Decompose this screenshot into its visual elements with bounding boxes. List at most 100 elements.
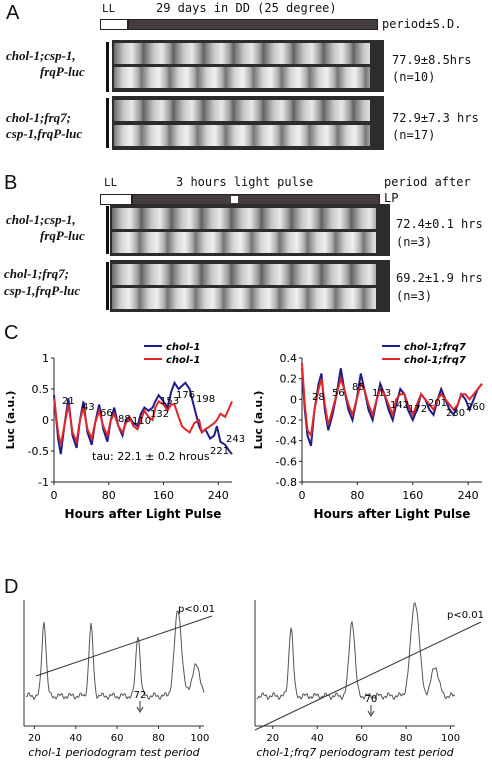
x-tick-label: 240	[208, 489, 229, 502]
genotype-a1-line2: frqP-luc	[40, 64, 85, 79]
period-a2: 72.9±7.3 hrs	[392, 111, 479, 125]
significance-line	[35, 615, 213, 677]
peak-label: 153	[160, 396, 179, 407]
significance-label: p<0.01	[447, 610, 484, 621]
dd-label: 29 days in DD (25 degree)	[156, 1, 337, 15]
peak-label: 243	[226, 434, 245, 445]
race-tube-b1	[110, 204, 390, 256]
peak-label: 29.3	[245, 580, 256, 583]
n-a2: (n=17)	[392, 128, 436, 142]
genotype-b2-line2: csp-1,frqP-luc	[4, 283, 81, 298]
period-b2: 69.2±1.9 hrs	[396, 271, 483, 285]
x-tick-label: 60	[355, 733, 368, 744]
genotype-a2-line1: chol-1;frq7;	[6, 110, 71, 125]
panel-c-letter: C	[4, 322, 19, 344]
legend-label-1: chol-1;frq7	[404, 355, 466, 366]
x-tick-label: 40	[69, 733, 82, 744]
panel-d-letter: D	[4, 576, 19, 598]
series-line-1	[301, 363, 483, 439]
x-tick-label: 20	[28, 733, 41, 744]
divider-b2	[106, 262, 109, 310]
pulse-label: 3 hours light pulse	[176, 175, 314, 189]
peak-label: 132	[150, 409, 169, 420]
race-tube-a1	[112, 40, 384, 92]
arrow-label: 70	[365, 694, 378, 705]
legend-label-0: chol-1	[166, 342, 200, 353]
n-b1: (n=3)	[396, 235, 433, 249]
race-tube-a2	[112, 96, 384, 150]
arrow-head	[136, 706, 144, 713]
y-axis-label: Luc (a.u.)	[252, 391, 265, 450]
x-tick-label: 0	[51, 489, 58, 502]
x-tick-label: 20	[266, 733, 279, 744]
x-tick-label: 240	[458, 489, 479, 502]
y-tick-label: -0.4	[276, 435, 297, 448]
genotype-a1-line1: chol-1;csp-1,	[6, 48, 76, 63]
peak-label: 113	[372, 388, 391, 399]
chart-c-right: 0.40.20-0.2-0.4-0.6-0.80 80 160 240chol-1;f…	[252, 342, 485, 521]
peak-label: 172	[408, 404, 427, 415]
periodogram-trace	[256, 602, 456, 701]
series-line-1	[53, 398, 233, 446]
divider-a1	[106, 42, 109, 92]
peak-label: 56	[332, 388, 345, 399]
significance-line	[254, 621, 482, 731]
dd-bar	[128, 19, 378, 30]
genotype-a2-line2: csp-1,frqP-luc	[6, 126, 83, 141]
peak-label: 43.7	[0, 580, 11, 583]
x-tick-label: 60	[111, 733, 124, 744]
peak-label: 88	[118, 414, 131, 425]
y-tick-label: 0.4	[280, 352, 298, 365]
peak-label: 198	[196, 394, 215, 405]
y-tick-label: -0.6	[276, 455, 297, 468]
x-tick-label: 160	[402, 489, 423, 502]
peak-label: 58.4	[245, 580, 256, 583]
peak-label: 142	[390, 400, 409, 411]
x-tick-label: 80	[350, 489, 364, 502]
peak-label: 21	[62, 396, 75, 407]
peak-label: 221	[210, 446, 229, 457]
chart-c-left: 10.50-0.5-10 80 160 240chol-1chol-121436688…	[4, 342, 245, 521]
peak-label: 260	[466, 402, 485, 413]
ll-bar	[100, 19, 128, 30]
y-tick-label: 0.5	[32, 383, 50, 396]
peak-label: 86.5	[245, 580, 256, 583]
x-tick-label: 100	[190, 733, 209, 744]
x-axis-label: Hours after Light Pulse	[65, 507, 222, 521]
y-tick-label: 0	[290, 393, 297, 406]
peak-label: 66	[100, 408, 113, 419]
y-tick-label: 0.2	[280, 373, 298, 386]
periodogram-trace	[26, 610, 205, 701]
peak-label: 110	[132, 416, 151, 427]
chart-d-left: 20 40 60 80 100 22.543.766.486.5 p<0.01 72 chol-…	[0, 580, 215, 759]
divider-b1	[106, 206, 109, 254]
chart-d-right: 20 40 60 80 100 29.358.486.5 p<0.01 70 chol-1;fr…	[245, 580, 484, 759]
light-pulse-marker	[231, 196, 238, 203]
n-a1: (n=10)	[392, 70, 436, 84]
peak-label: 22.5	[0, 580, 11, 583]
x-tick-label: 80	[152, 733, 165, 744]
genotype-b2-line1: chol-1;frq7;	[4, 266, 69, 281]
period-a1: 77.9±8.5hrs	[392, 53, 472, 67]
n-b2: (n=3)	[396, 289, 433, 303]
peak-label: 230	[446, 408, 465, 419]
x-tick-label: 80	[102, 489, 116, 502]
x-tick-label: 80	[400, 733, 413, 744]
x-tick-label: 40	[311, 733, 324, 744]
peak-label: 43	[82, 402, 95, 413]
tau-label: tau: 22.1 ± 0.2 hrous	[92, 450, 210, 463]
peak-label: 176	[176, 390, 195, 401]
y-tick-label: -0.2	[276, 414, 297, 427]
panel-b-timeline: LL 3 hours light pulse	[100, 174, 380, 205]
ll-label: LL	[102, 2, 116, 15]
race-tube-b2	[110, 260, 390, 312]
divider-a2	[106, 98, 109, 148]
peak-label: 86.5	[0, 580, 11, 583]
y-tick-label: 0	[42, 414, 49, 427]
y-tick-label: -1	[38, 476, 49, 489]
legend-label-1: chol-1	[166, 355, 200, 366]
x-tick-label: 0	[299, 489, 306, 502]
period-b1: 72.4±0.1 hrs	[396, 217, 483, 231]
peak-label: 28	[312, 392, 325, 403]
x-axis-label: Hours after Light Pulse	[314, 507, 471, 521]
